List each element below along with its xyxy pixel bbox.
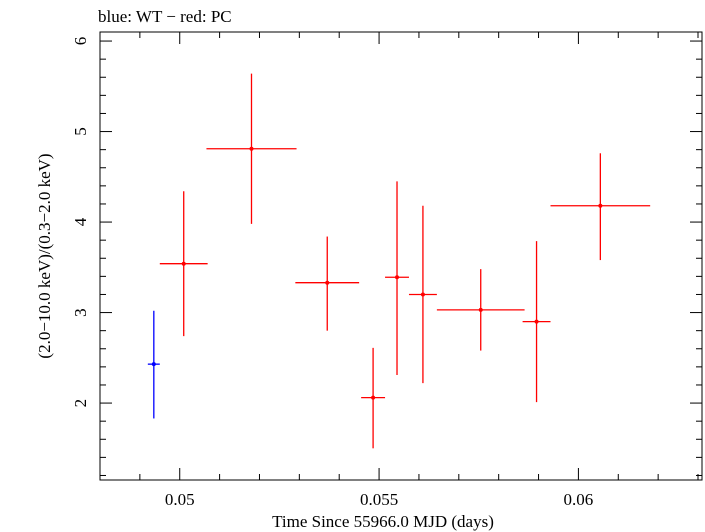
x-tick-label: 0.06	[564, 490, 594, 509]
data-point	[147, 310, 160, 419]
data-point	[361, 347, 386, 449]
data-point	[385, 181, 409, 376]
data-point	[436, 269, 525, 351]
axis-ticks	[99, 32, 702, 480]
point-marker	[371, 395, 376, 400]
x-tick-label: 0.055	[360, 490, 398, 509]
axis-tick-labels: 0.05 0.055 0.06 2 3 4 5 6	[71, 37, 593, 509]
y-tick-label: 5	[71, 127, 90, 136]
point-marker	[598, 203, 603, 208]
plot-frame	[99, 31, 703, 481]
y-tick-label: 4	[71, 217, 90, 226]
point-marker	[420, 292, 425, 297]
data-point	[522, 241, 551, 403]
data-marks	[147, 73, 651, 449]
y-tick-label: 6	[71, 37, 90, 46]
point-marker	[151, 362, 156, 367]
data-point	[159, 191, 208, 337]
point-marker	[249, 146, 254, 151]
data-point	[206, 73, 297, 224]
y-axis-label: (2.0−10.0 keV)/(0.3−2.0 keV)	[35, 153, 54, 358]
point-marker	[181, 261, 186, 266]
y-tick-label: 3	[71, 308, 90, 317]
point-marker	[478, 307, 483, 312]
data-point	[295, 236, 360, 331]
x-axis-label: Time Since 55966.0 MJD (days)	[272, 512, 494, 531]
chart-title: blue: WT − red: PC	[98, 7, 232, 26]
point-marker	[395, 275, 400, 280]
point-marker	[534, 319, 539, 324]
x-tick-label: 0.05	[165, 490, 195, 509]
data-point	[408, 205, 437, 384]
data-point	[550, 153, 651, 261]
point-marker	[325, 280, 330, 285]
y-tick-label: 2	[71, 399, 90, 408]
